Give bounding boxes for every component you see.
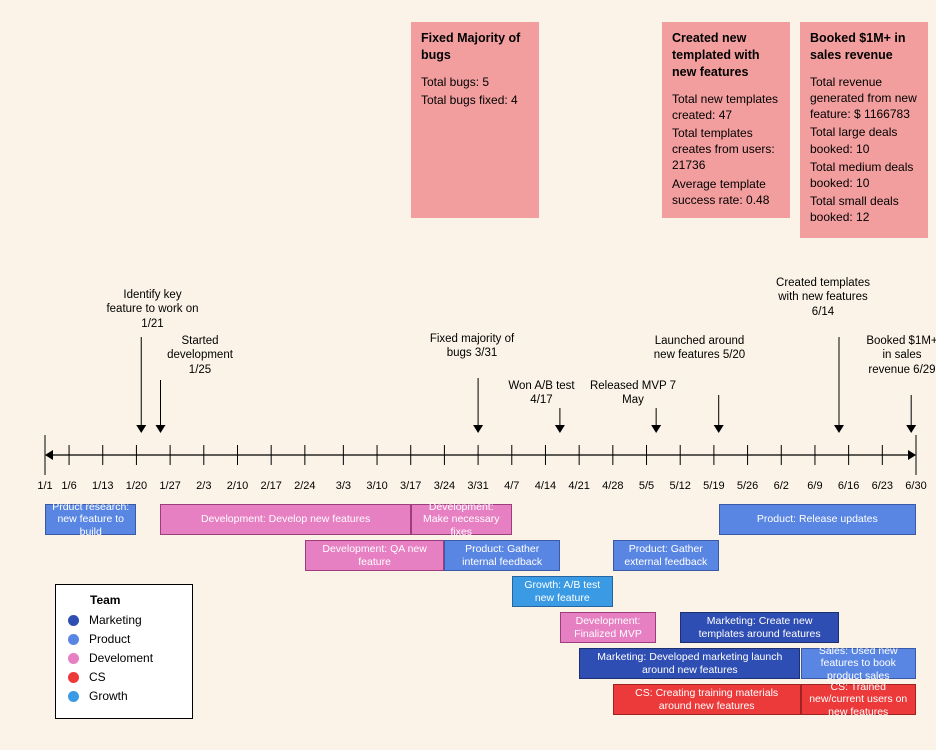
task-bar: Development: QA new feature bbox=[305, 540, 445, 571]
task-bar: Product: Gather external feedback bbox=[613, 540, 719, 571]
axis-tick-label: 6/16 bbox=[838, 480, 859, 492]
axis-tick-label: 1/20 bbox=[126, 480, 147, 492]
task-bar: Development: Finalized MVP bbox=[560, 612, 656, 643]
axis-tick-label: 3/17 bbox=[400, 480, 421, 492]
callout-body-line: Total revenue generated from new feature… bbox=[810, 74, 918, 123]
milestone-label: Won A/B test 4/17 bbox=[499, 379, 584, 408]
callout-body-line: Total small deals booked: 12 bbox=[810, 193, 918, 225]
axis-tick-label: 5/19 bbox=[703, 480, 724, 492]
axis-tick-label: 3/3 bbox=[336, 480, 351, 492]
milestone-label: Fixed majority of bugs 3/31 bbox=[427, 332, 517, 361]
legend-swatch bbox=[68, 634, 79, 645]
axis-tick-label: 1/6 bbox=[61, 480, 76, 492]
callout-box: Fixed Majority of bugs Total bugs: 5 Total… bbox=[411, 22, 539, 218]
legend-item: Product bbox=[68, 632, 180, 646]
legend-label: CS bbox=[89, 670, 106, 684]
axis-tick-label: 6/2 bbox=[774, 480, 789, 492]
axis-tick-label: 2/10 bbox=[227, 480, 248, 492]
axis-tick-label: 5/12 bbox=[669, 480, 690, 492]
axis-tick-label: 4/21 bbox=[568, 480, 589, 492]
legend-label: Marketing bbox=[89, 613, 142, 627]
legend-label: Growth bbox=[89, 689, 128, 703]
task-bar: Prduct research: new feature to build bbox=[45, 504, 136, 535]
task-bar: Marketing: Create new templates around f… bbox=[680, 612, 839, 643]
task-bar: Product: Gather internal feedback bbox=[444, 540, 559, 571]
task-bar: Development: Make necessary fixes bbox=[411, 504, 512, 535]
axis-tick-label: 6/30 bbox=[905, 480, 926, 492]
axis-tick-label: 2/17 bbox=[260, 480, 281, 492]
legend: Team Marketing Product Develoment CS Growth bbox=[55, 584, 193, 719]
legend-item: Growth bbox=[68, 689, 180, 703]
axis-tick-label: 3/31 bbox=[467, 480, 488, 492]
legend-swatch bbox=[68, 653, 79, 664]
milestone-label: Booked $1M+ in sales revenue 6/29 bbox=[862, 334, 936, 377]
callout-body-line: Total large deals booked: 10 bbox=[810, 124, 918, 156]
callout-body-line: Total templates creates from users: 2173… bbox=[672, 125, 780, 174]
legend-label: Develoment bbox=[89, 651, 153, 665]
axis-tick-label: 2/24 bbox=[294, 480, 315, 492]
legend-swatch bbox=[68, 691, 79, 702]
task-bar: CS: Trained new/current users on new fea… bbox=[801, 684, 916, 715]
axis-tick-label: 6/23 bbox=[872, 480, 893, 492]
axis-tick-label: 4/28 bbox=[602, 480, 623, 492]
legend-item: CS bbox=[68, 670, 180, 684]
task-bar: Development: Develop new features bbox=[160, 504, 410, 535]
callout-body-line: Total new templates created: 47 bbox=[672, 91, 780, 123]
milestone-label: Started development 1/25 bbox=[155, 334, 245, 377]
task-bar: Marketing: Developed marketing launch ar… bbox=[579, 648, 800, 679]
milestone-label: Released MVP 7 May bbox=[589, 379, 677, 408]
axis-tick-label: 1/13 bbox=[92, 480, 113, 492]
callout-title: Fixed Majority of bugs bbox=[421, 30, 529, 64]
legend-title: Team bbox=[90, 593, 180, 607]
legend-swatch bbox=[68, 672, 79, 683]
axis-tick-label: 5/5 bbox=[639, 480, 654, 492]
callout-box: Created new templated with new features T… bbox=[662, 22, 790, 218]
milestone-label: Launched around new features 5/20 bbox=[652, 334, 747, 363]
axis-tick-label: 1/27 bbox=[159, 480, 180, 492]
callout-title: Booked $1M+ in sales revenue bbox=[810, 30, 918, 64]
callout-body-line: Total bugs fixed: 4 bbox=[421, 92, 529, 108]
task-bar: Sales: Used new features to book product… bbox=[801, 648, 916, 679]
callout-body-line: Average template success rate: 0.48 bbox=[672, 176, 780, 208]
task-bar: Growth: A/B test new feature bbox=[512, 576, 613, 607]
axis-tick-label: 3/24 bbox=[434, 480, 455, 492]
legend-item: Marketing bbox=[68, 613, 180, 627]
task-bar: Product: Release updates bbox=[719, 504, 916, 535]
legend-label: Product bbox=[89, 632, 130, 646]
axis-tick-label: 2/3 bbox=[196, 480, 211, 492]
task-bar: CS: Creating training materials around n… bbox=[613, 684, 801, 715]
callout-box: Booked $1M+ in sales revenue Total revenu… bbox=[800, 22, 928, 238]
callout-title: Created new templated with new features bbox=[672, 30, 780, 81]
callout-body-line: Total medium deals booked: 10 bbox=[810, 159, 918, 191]
legend-swatch bbox=[68, 615, 79, 626]
milestone-label: Identify key feature to work on 1/21 bbox=[105, 288, 200, 331]
axis-tick-label: 5/26 bbox=[737, 480, 758, 492]
callout-body-line: Total bugs: 5 bbox=[421, 74, 529, 90]
axis-tick-label: 6/9 bbox=[807, 480, 822, 492]
axis-tick-label: 4/14 bbox=[535, 480, 556, 492]
axis-tick-label: 4/7 bbox=[504, 480, 519, 492]
axis-tick-label: 3/10 bbox=[366, 480, 387, 492]
legend-item: Develoment bbox=[68, 651, 180, 665]
axis-tick-label: 1/1 bbox=[37, 480, 52, 492]
timeline-diagram: 1/1 1/6 1/13 1/20 1/27 2/3 2/10 2/17 2/24 3/3 3/10… bbox=[0, 0, 936, 750]
milestone-label: Created templates with new features 6/14 bbox=[773, 276, 873, 319]
